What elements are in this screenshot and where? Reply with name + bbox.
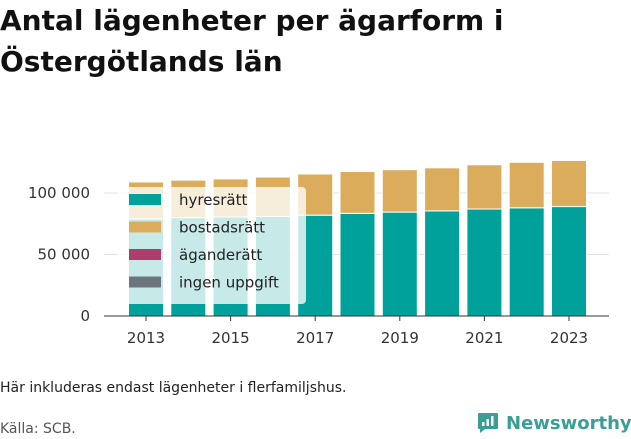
bar-segment	[381, 211, 418, 317]
y-tick-label: 100 000	[28, 184, 90, 202]
legend-swatch	[129, 221, 161, 233]
legend-item[interactable]: ingen uppgift	[129, 274, 279, 292]
x-tick-label: 2019	[381, 329, 419, 347]
x-axis-labels: 2013 2015 2017 2019 2021 2023	[127, 316, 588, 347]
x-tick-label: 2017	[296, 329, 334, 347]
brand-logo[interactable]: Newsworthy	[476, 408, 631, 438]
bar-segment	[508, 161, 545, 209]
bar-segment	[424, 167, 461, 212]
bar-segment	[508, 207, 545, 317]
bar-segment	[551, 159, 587, 208]
bar-segment	[339, 171, 376, 214]
newsworthy-logo-icon	[478, 413, 498, 433]
chart-title: Antal lägenheter per ägarform i Östergöt…	[0, 4, 504, 78]
bar-segment	[424, 210, 461, 317]
y-tick-label: 50 000	[38, 246, 91, 264]
bar-segment	[381, 169, 418, 213]
bar-segment	[339, 212, 376, 317]
legend-item[interactable]: hyresrätt	[129, 191, 248, 209]
x-tick-label: 2023	[550, 329, 588, 347]
legend-swatch	[129, 249, 161, 260]
legend-item[interactable]: bostadsrätt	[129, 219, 265, 237]
bar-segment	[551, 206, 587, 317]
legend-label: hyresrätt	[179, 191, 248, 209]
bar-segment	[466, 164, 503, 210]
source-note: Källa: SCB.	[0, 421, 76, 437]
legend-swatch	[129, 194, 161, 205]
y-axis-labels: 0 50 000 100 000	[28, 184, 90, 325]
brand-name: Newsworthy	[506, 412, 631, 434]
footnote: Här inkluderas endast lägenheter i flerf…	[0, 380, 347, 396]
x-tick-label: 2021	[465, 329, 503, 347]
x-tick-label: 2013	[127, 329, 165, 347]
bar-segment	[466, 208, 503, 317]
legend-swatch	[129, 276, 161, 288]
legend-label: bostadsrätt	[179, 219, 265, 237]
x-tick-label: 2015	[212, 329, 250, 347]
legend-label: ingen uppgift	[179, 274, 279, 292]
legend-box	[118, 187, 306, 304]
legend-item[interactable]: äganderätt	[129, 246, 262, 264]
y-tick-label: 0	[80, 307, 90, 325]
legend: hyresrätt bostadsrätt äganderätt ingen uppg…	[118, 187, 306, 304]
legend-label: äganderätt	[179, 246, 262, 264]
